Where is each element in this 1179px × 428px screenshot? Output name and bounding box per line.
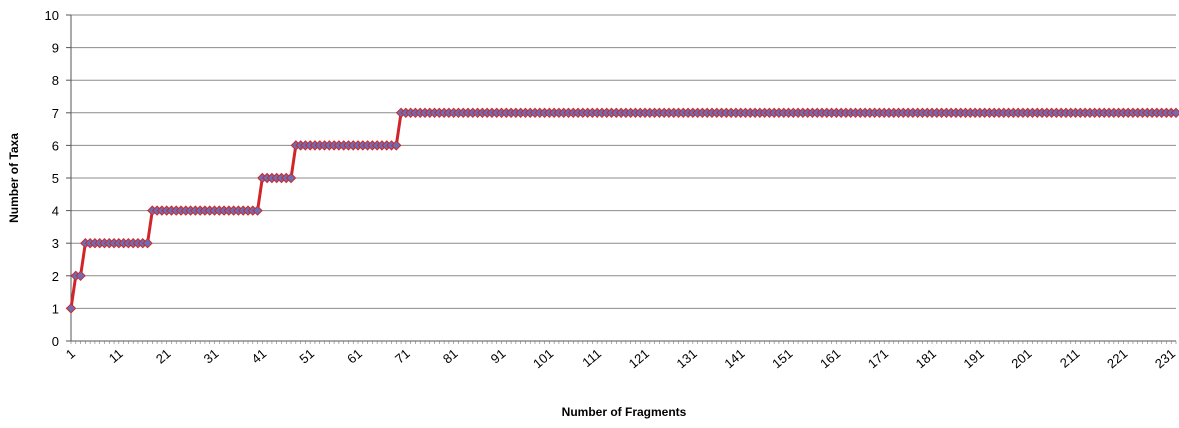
x-tick-label-231: 231	[1152, 346, 1178, 371]
x-tick-label-81: 81	[440, 346, 461, 367]
series-markers	[65, 107, 1179, 314]
x-tick-label-71: 71	[392, 346, 413, 367]
x-tick-label-91: 91	[488, 346, 509, 367]
x-tick-label-11: 11	[106, 346, 126, 366]
x-tick-label-131: 131	[674, 346, 700, 371]
x-tick-label-1: 1	[63, 346, 78, 362]
x-tick-label-161: 161	[817, 346, 843, 371]
y-tick-label-0: 0	[52, 334, 59, 349]
x-tick-label-211: 211	[1057, 346, 1083, 371]
x-tick-label-181: 181	[913, 346, 939, 371]
x-tick-label-111: 111	[579, 346, 604, 370]
y-tick-label-5: 5	[52, 171, 59, 186]
y-axis-ticks: 0 1 2 3 4 5 6 7 8 9 10	[45, 8, 71, 349]
x-tick-label-141: 141	[721, 346, 747, 371]
y-tick-label-9: 9	[52, 41, 59, 56]
y-tick-label-2: 2	[52, 269, 59, 284]
x-tick-label-221: 221	[1104, 346, 1130, 371]
x-tick-label-101: 101	[530, 346, 556, 371]
data-point	[142, 237, 153, 249]
y-axis-title: Number of Taxa	[7, 133, 21, 223]
y-tick-label-8: 8	[52, 73, 59, 88]
x-axis-ticks: 1 11 21 31 41 51 61 71 81 91 101 111 121 131 141 151 161…	[63, 341, 1178, 371]
y-tick-label-10: 10	[45, 8, 59, 23]
y-tick-label-4: 4	[52, 204, 59, 219]
data-point	[1170, 107, 1179, 119]
data-point	[391, 140, 402, 151]
x-tick-label-61: 61	[344, 346, 365, 367]
data-point	[252, 205, 263, 216]
x-tick-label-41: 41	[249, 346, 270, 367]
x-tick-label-31: 31	[201, 346, 222, 367]
y-tick-label-1: 1	[52, 301, 59, 316]
x-tick-label-201: 201	[1008, 346, 1034, 371]
x-tick-label-51: 51	[296, 346, 317, 367]
data-point	[65, 303, 77, 314]
y-tick-label-6: 6	[52, 138, 59, 153]
x-tick-label-121: 121	[626, 346, 652, 371]
x-tick-label-151: 151	[769, 346, 795, 371]
y-tick-label-3: 3	[52, 236, 59, 251]
x-tick-label-171: 171	[865, 346, 891, 371]
x-axis-title: Number of Fragments	[562, 405, 687, 419]
y-tick-label-7: 7	[52, 106, 59, 121]
x-tick-label-191: 191	[961, 346, 987, 371]
data-point	[75, 270, 86, 282]
x-tick-label-21: 21	[153, 346, 174, 367]
data-point	[285, 172, 297, 184]
